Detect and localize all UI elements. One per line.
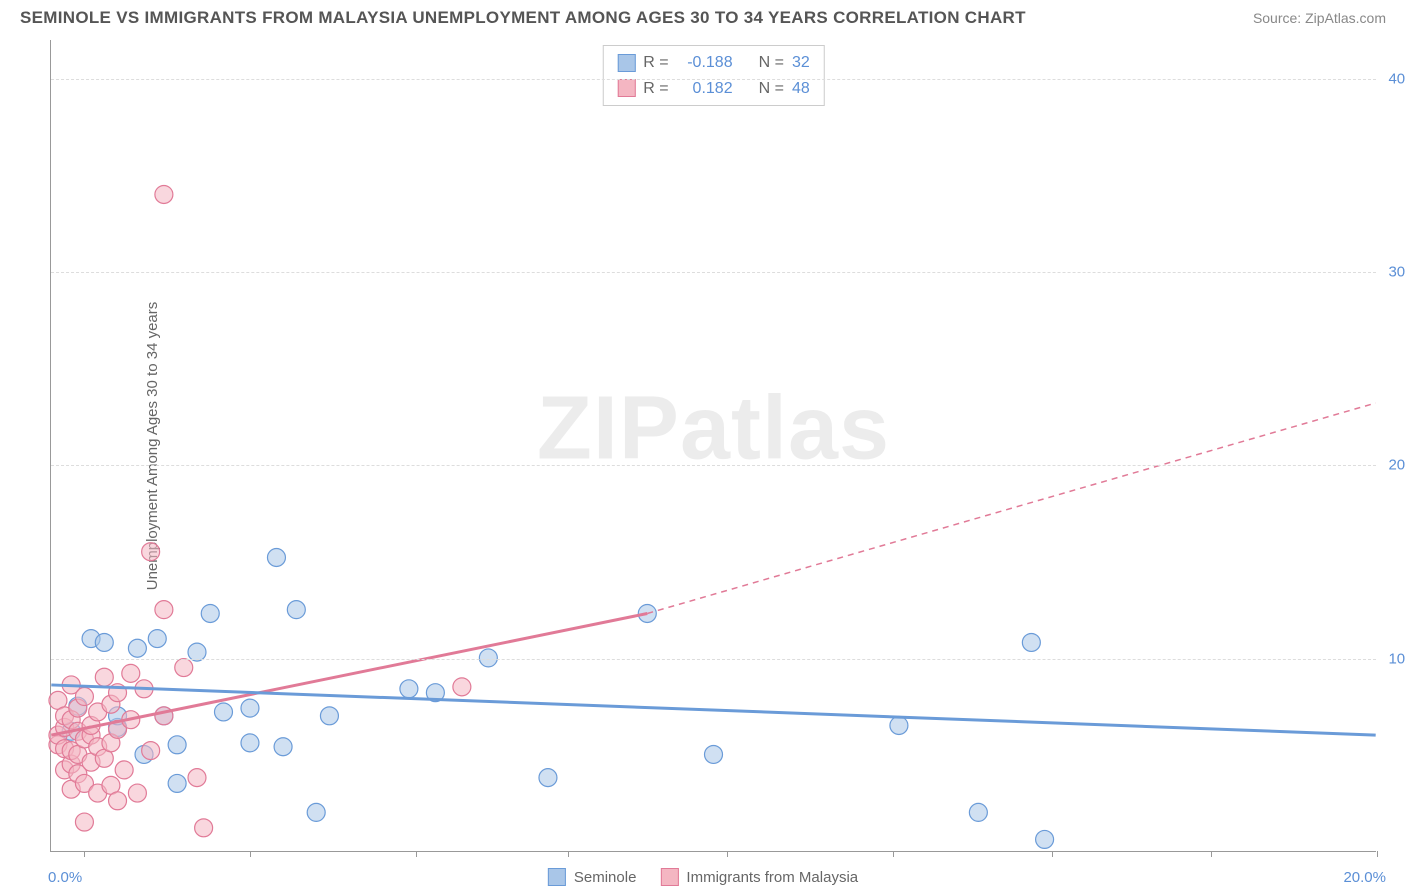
data-point: [969, 803, 987, 821]
x-axis-min-label: 0.0%: [48, 869, 82, 886]
x-tick: [250, 851, 251, 857]
x-tick: [416, 851, 417, 857]
stats-row: R = -0.188 N = 32: [617, 50, 809, 76]
x-tick: [893, 851, 894, 857]
data-point: [274, 738, 292, 756]
data-point: [75, 688, 93, 706]
data-point: [142, 742, 160, 760]
x-tick: [1211, 851, 1212, 857]
r-value: -0.188: [677, 50, 733, 76]
data-point: [1022, 633, 1040, 651]
data-point: [95, 633, 113, 651]
series-swatch: [617, 54, 635, 72]
chart-plot-area: ZIPatlas R =-0.188N =32R =0.182N =48 10.…: [50, 40, 1376, 852]
data-point: [95, 668, 113, 686]
gridline: [51, 79, 1376, 80]
trend-line: [647, 403, 1375, 613]
data-point: [155, 601, 173, 619]
data-point: [201, 605, 219, 623]
data-point: [155, 185, 173, 203]
scatter-svg: [51, 40, 1376, 851]
data-point: [175, 659, 193, 677]
data-point: [890, 716, 908, 734]
chart-title: SEMINOLE VS IMMIGRANTS FROM MALAYSIA UNE…: [20, 8, 1026, 28]
gridline: [51, 659, 1376, 660]
data-point: [453, 678, 471, 696]
data-point: [142, 543, 160, 561]
data-point: [241, 699, 259, 717]
y-tick-label: 20.0%: [1388, 457, 1406, 474]
data-point: [267, 549, 285, 567]
x-tick: [1377, 851, 1378, 857]
y-tick-label: 40.0%: [1388, 70, 1406, 87]
legend-label: Immigrants from Malaysia: [686, 869, 858, 886]
data-point: [75, 813, 93, 831]
x-tick: [84, 851, 85, 857]
data-point: [705, 745, 723, 763]
x-tick: [1052, 851, 1053, 857]
legend-label: Seminole: [574, 869, 637, 886]
legend-swatch: [548, 868, 566, 886]
n-label: N =: [759, 50, 784, 76]
data-point: [122, 664, 140, 682]
r-label: R =: [643, 50, 668, 76]
data-point: [115, 761, 133, 779]
x-axis-max-label: 20.0%: [1343, 869, 1386, 886]
data-point: [148, 630, 166, 648]
data-point: [168, 736, 186, 754]
data-point: [128, 639, 146, 657]
data-point: [1036, 830, 1054, 848]
bottom-legend: Seminole Immigrants from Malaysia: [548, 868, 858, 886]
source-label: Source: ZipAtlas.com: [1253, 10, 1386, 26]
data-point: [214, 703, 232, 721]
data-point: [168, 774, 186, 792]
data-point: [307, 803, 325, 821]
n-value: 32: [792, 50, 810, 76]
x-tick: [727, 851, 728, 857]
y-tick-label: 10.0%: [1388, 650, 1406, 667]
stats-legend-box: R =-0.188N =32R =0.182N =48: [602, 45, 824, 106]
legend-item: Immigrants from Malaysia: [660, 868, 858, 886]
data-point: [128, 784, 146, 802]
trend-line: [51, 613, 647, 735]
legend-item: Seminole: [548, 868, 637, 886]
data-point: [188, 769, 206, 787]
data-point: [195, 819, 213, 837]
data-point: [287, 601, 305, 619]
data-point: [539, 769, 557, 787]
data-point: [400, 680, 418, 698]
series-swatch: [617, 79, 635, 97]
gridline: [51, 465, 1376, 466]
gridline: [51, 272, 1376, 273]
data-point: [241, 734, 259, 752]
legend-swatch: [660, 868, 678, 886]
y-tick-label: 30.0%: [1388, 264, 1406, 281]
data-point: [320, 707, 338, 725]
data-point: [109, 792, 127, 810]
x-tick: [568, 851, 569, 857]
